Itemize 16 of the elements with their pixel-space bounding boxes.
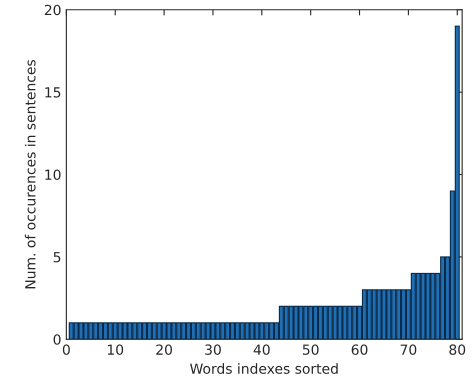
x-tick-label: 30 <box>205 344 221 355</box>
x-tick-label: 20 <box>156 344 172 355</box>
x-tick-label: 0 <box>62 344 70 355</box>
x-tick-label: 10 <box>108 344 124 355</box>
x-axis-title: Words indexes sorted <box>190 363 338 374</box>
y-axis-title: Num. of occurences in sentences <box>24 60 36 288</box>
x-tick-label: 80 <box>449 344 466 355</box>
y-tick-label: 5 <box>54 252 60 262</box>
y-tick-label: 20 <box>44 4 61 16</box>
x-tick-label: 40 <box>254 344 270 355</box>
x-tick-label: 50 <box>302 344 319 355</box>
x-tick-label: 70 <box>400 344 416 355</box>
y-tick-label: 0 <box>54 334 61 345</box>
x-tick-label: 60 <box>352 344 368 355</box>
y-tick-label: 10 <box>45 169 61 180</box>
y-tick-label: 15 <box>45 87 60 98</box>
